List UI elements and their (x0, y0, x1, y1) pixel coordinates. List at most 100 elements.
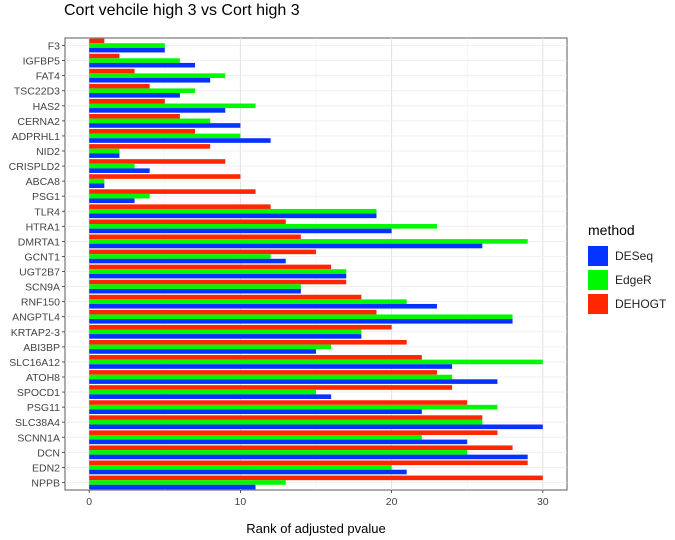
bar-dehogt-igfbp5 (89, 53, 120, 59)
y-tick-label: ATOH8 (26, 372, 60, 384)
bar-edger-dmrta1 (89, 239, 528, 244)
bar-dehogt-fat4 (89, 68, 135, 74)
x-axis-title: Rank of adjusted pvalue (246, 521, 385, 536)
bar-edger-atoh8 (89, 374, 453, 380)
y-tick-label: RNF150 (21, 297, 60, 309)
bar-edger-abi3bp (89, 344, 332, 350)
y-tick-label: SLC38A4 (15, 417, 60, 429)
bar-dehogt-scn9a (89, 279, 347, 285)
bar-dehogt-crispld2 (89, 159, 226, 164)
legend-label-deseq: DESeq (615, 249, 654, 263)
y-tick-label: ABCA8 (26, 176, 61, 188)
bars (89, 38, 543, 490)
y-tick-label: IGFBP5 (23, 56, 61, 68)
bar-dehogt-edn2 (89, 460, 528, 466)
bar-edger-adprhl1 (89, 133, 241, 139)
bar-deseq-abi3bp (89, 349, 316, 354)
bar-dehogt-spocd1 (89, 385, 453, 390)
y-tick-label: CRISPLD2 (9, 161, 61, 173)
bar-edger-abca8 (89, 178, 105, 184)
x-tick-label: 10 (235, 496, 247, 508)
bar-dehogt-tlr4 (89, 204, 271, 209)
bar-dehogt-atoh8 (89, 370, 437, 375)
y-tick-label: FAT4 (36, 71, 60, 83)
bar-edger-slc16a12 (89, 359, 543, 365)
legend-item-deseq: DESeq (588, 244, 666, 268)
bar-edger-nid2 (89, 148, 120, 154)
bar-edger-spocd1 (89, 389, 316, 395)
bar-deseq-fat4 (89, 77, 211, 83)
bar-edger-edn2 (89, 465, 392, 470)
y-tick-label: DCN (37, 447, 60, 459)
legend-title: method (588, 222, 635, 238)
bar-deseq-ugt2b7 (89, 273, 347, 279)
legend-key-dehogt (588, 294, 608, 314)
bar-edger-igfbp5 (89, 58, 180, 63)
bar-edger-slc38a4 (89, 419, 483, 425)
y-tick-label: HAS2 (33, 101, 61, 113)
bar-edger-tlr4 (89, 208, 377, 214)
bar-edger-krtap2-3 (89, 329, 362, 335)
bar-deseq-dcn (89, 454, 528, 460)
legend-item-edger: EdgeR (588, 268, 666, 292)
bar-deseq-tsc22d3 (89, 93, 180, 98)
bar-edger-cerna2 (89, 118, 211, 124)
y-tick-label: F3 (48, 41, 60, 53)
bar-dehogt-dcn (89, 445, 513, 451)
bar-deseq-psg11 (89, 409, 422, 415)
bar-edger-psg1 (89, 193, 150, 199)
bar-deseq-nid2 (89, 153, 120, 158)
bar-dehogt-abca8 (89, 174, 241, 179)
bar-deseq-gcnt1 (89, 258, 286, 264)
bar-edger-rnf150 (89, 299, 407, 304)
legend-key-deseq (588, 246, 608, 266)
bar-deseq-nppb (89, 484, 256, 490)
bar-dehogt-slc16a12 (89, 355, 422, 360)
bar-dehogt-cerna2 (89, 113, 180, 119)
y-tick-label: ADPRHL1 (12, 131, 61, 143)
bar-deseq-edn2 (89, 469, 407, 475)
bar-edger-scn9a (89, 284, 301, 289)
bar-deseq-tlr4 (89, 213, 377, 219)
bar-deseq-has2 (89, 108, 226, 113)
bar-deseq-adprhl1 (89, 138, 271, 143)
y-tick-label: EDN2 (32, 462, 60, 474)
x-tick-label: 20 (386, 496, 398, 508)
y-tick-label: GCNT1 (24, 251, 60, 263)
y-tick-label: SCN9A (25, 282, 60, 294)
bar-deseq-f3 (89, 47, 165, 53)
y-tick-label: NID2 (36, 146, 60, 158)
bar-deseq-cerna2 (89, 123, 241, 128)
bar-dehogt-abi3bp (89, 339, 407, 345)
y-tick-label: SPOCD1 (17, 387, 60, 399)
y-tick-label: UGT2B7 (19, 267, 60, 279)
y-axis-labels: F3 IGFBP5 FAT4 TSC22D3 HAS2 CERNA2 ADPRHL1 NID2… (9, 41, 65, 489)
bar-edger-psg11 (89, 404, 498, 410)
y-tick-label: ABI3BP (23, 342, 60, 354)
bar-deseq-psg1 (89, 198, 135, 204)
bar-edger-crispld2 (89, 163, 135, 169)
bar-deseq-slc16a12 (89, 364, 453, 369)
bar-dehogt-nid2 (89, 144, 211, 149)
bar-deseq-slc38a4 (89, 424, 543, 430)
y-tick-label: SCNN1A (17, 432, 60, 444)
bar-edger-dcn (89, 450, 468, 455)
y-tick-label: PSG11 (27, 402, 60, 414)
bar-dehogt-dmrta1 (89, 234, 301, 240)
bar-edger-htra1 (89, 224, 437, 229)
y-tick-label: DMRTA1 (18, 236, 60, 248)
bar-deseq-crispld2 (89, 168, 150, 173)
y-tick-label: ANGPTL4 (12, 312, 60, 324)
bar-deseq-krtap2-3 (89, 334, 362, 339)
bar-dehogt-angptl4 (89, 309, 377, 315)
bar-dehogt-rnf150 (89, 294, 362, 300)
bar-dehogt-ugt2b7 (89, 264, 332, 270)
bar-deseq-dmrta1 (89, 243, 483, 249)
x-tick-label: 0 (86, 496, 92, 508)
bar-dehogt-psg1 (89, 189, 256, 194)
bar-edger-ugt2b7 (89, 269, 347, 274)
legend: method DESeq EdgeR DEHOGT (588, 222, 666, 316)
bar-deseq-rnf150 (89, 303, 437, 309)
bar-edger-nppb (89, 480, 286, 485)
bar-dehogt-slc38a4 (89, 415, 483, 420)
